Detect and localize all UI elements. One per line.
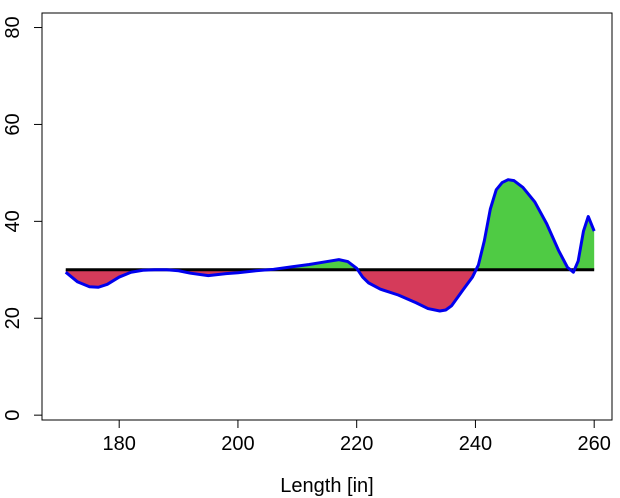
- y-tick-label: 80: [2, 16, 24, 38]
- y-tick-label: 20: [2, 307, 24, 329]
- series-lines: [64, 178, 596, 313]
- curve-line: [64, 178, 596, 313]
- x-tick-label: 240: [459, 433, 492, 455]
- y-axis: 0 20 40 60 80: [2, 16, 43, 421]
- x-tick-label: 180: [103, 433, 136, 455]
- y-tick-label: 60: [2, 113, 24, 135]
- x-tick-label: 200: [221, 433, 254, 455]
- area-below-baseline-4: [357, 269, 477, 311]
- x-tick-label: 260: [578, 433, 611, 455]
- fill-regions: [65, 179, 595, 311]
- x-axis-title: Length [in]: [280, 475, 373, 497]
- y-tick-label: 40: [2, 210, 24, 232]
- x-tick-label: 220: [340, 433, 373, 455]
- area-below-baseline-0: [65, 269, 155, 288]
- area-above-baseline-5: [476, 179, 571, 270]
- y-tick-label: 0: [2, 410, 24, 421]
- x-axis: 180 200 220 240 260: [103, 419, 611, 455]
